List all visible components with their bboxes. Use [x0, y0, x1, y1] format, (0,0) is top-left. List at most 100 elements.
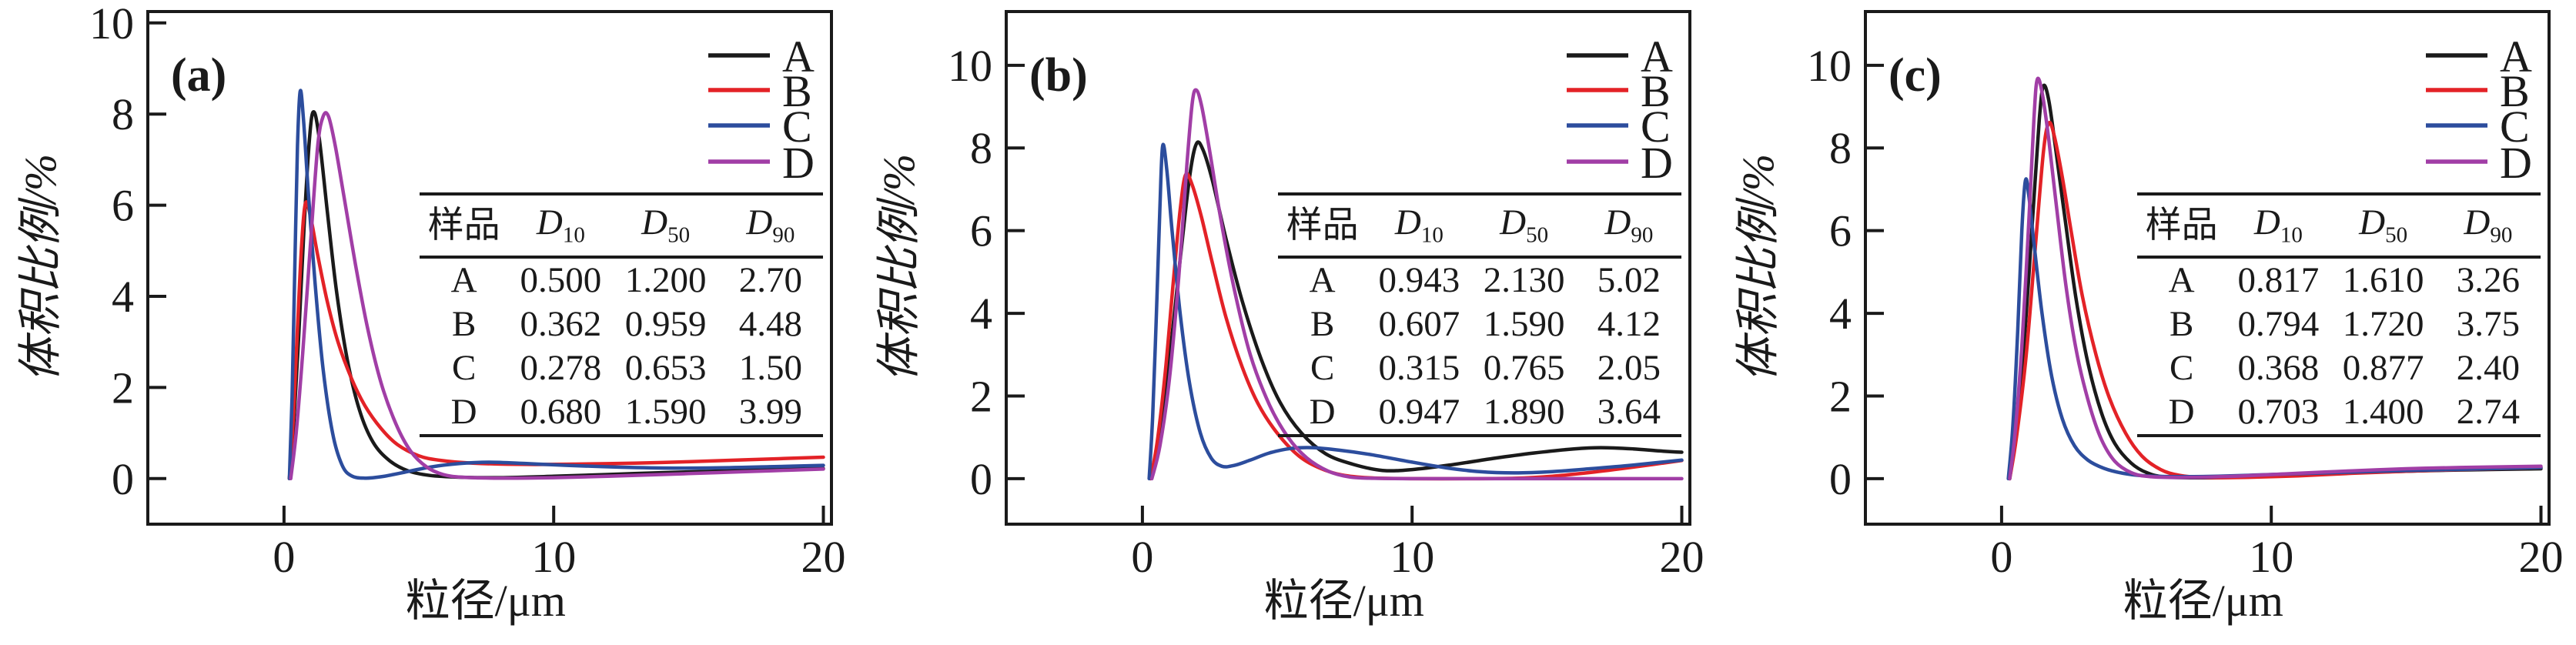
- inset-table-value-cell: 2.130: [1483, 260, 1565, 300]
- inset-table-header-cell: D10: [1394, 202, 1444, 248]
- y-tick-label: 4: [112, 272, 134, 322]
- inset-table-value-cell: 1.400: [2342, 392, 2424, 432]
- legend-label-C: C: [1641, 102, 1671, 152]
- inset-table-row: D 0.703 1.400 2.74: [2137, 390, 2541, 434]
- panel-label: (b): [1029, 49, 1088, 102]
- legend-label-B: B: [1641, 66, 1671, 116]
- chart-panel-c: 0 2 4 6 8 10 0 10 20 (c) 体积比例/% 粒径/μm A B C D 样品 D10 D50 D9…: [1718, 0, 2576, 645]
- inset-table-value-cell: 4.48: [738, 304, 802, 344]
- inset-table-header-cell: D90: [2464, 202, 2513, 248]
- y-tick-label: 4: [1829, 289, 1852, 339]
- y-tick-label: 4: [970, 289, 992, 339]
- inset-table-row: B 0.794 1.720 3.75: [2137, 302, 2541, 346]
- inset-table-value-cell: 0.607: [1378, 304, 1460, 344]
- inset-table-value-cell: 1.200: [624, 260, 707, 300]
- inset-table-row: A 0.500 1.200 2.70: [420, 259, 823, 302]
- inset-table-sample-cell: B: [451, 304, 477, 344]
- legend-label-A: A: [782, 32, 815, 82]
- legend-label-D: D: [782, 138, 815, 188]
- inset-table-value-cell: 0.362: [520, 304, 602, 344]
- legend-label-D: D: [2500, 138, 2532, 188]
- x-tick-label: 20: [2518, 532, 2563, 582]
- x-tick-label: 0: [1990, 532, 2012, 582]
- inset-table-value-cell: 0.817: [2237, 260, 2320, 300]
- inset-table-sample-cell: B: [1310, 304, 1335, 344]
- legend-label-C: C: [2500, 102, 2530, 152]
- inset-table: 样品 D10 D50 D90 A 0.943 2.130 5.02 B 0.607 1.590 4.1…: [1278, 192, 1681, 437]
- inset-table-header-cell: D50: [641, 202, 691, 248]
- inset-table-row: B 0.607 1.590 4.12: [1278, 302, 1681, 346]
- legend-label-A: A: [2500, 32, 2532, 82]
- inset-table-sample-cell: A: [450, 260, 477, 300]
- inset-table-value-cell: 0.959: [624, 304, 707, 344]
- y-tick-label: 2: [970, 372, 992, 422]
- axes-frame: [146, 10, 833, 526]
- inset-table-header-cell: D90: [1604, 202, 1654, 248]
- inset-table-value-cell: 0.653: [624, 348, 707, 388]
- y-tick-label: 0: [970, 454, 992, 504]
- y-tick-label: 0: [112, 454, 134, 504]
- inset-table-header-cell: D50: [2359, 202, 2408, 248]
- inset-table-sample-cell: A: [1309, 260, 1336, 300]
- series-line-D: [2008, 76, 2543, 481]
- inset-table-header-cell: 样品: [427, 205, 500, 246]
- y-axis-title: 体积比例/%: [1733, 154, 1783, 382]
- inset-table-value-cell: 0.278: [520, 348, 602, 388]
- inset-table-value-cell: 0.703: [2237, 392, 2320, 432]
- series-line-D: [289, 111, 825, 481]
- inset-table-row: B 0.362 0.959 4.48: [420, 302, 823, 346]
- axes-frame: [1864, 10, 2551, 526]
- inset-table-value-cell: 2.74: [2456, 392, 2520, 432]
- y-tick-label: 8: [112, 89, 134, 139]
- inset-table-sample-cell: C: [1310, 348, 1335, 388]
- inset-table-header-row: 样品 D10 D50 D90: [2137, 196, 2541, 259]
- y-tick-label: 8: [970, 123, 992, 173]
- panel-label: (a): [171, 49, 226, 102]
- inset-table-value-cell: 4.12: [1597, 304, 1661, 344]
- y-tick-label: 2: [112, 363, 134, 413]
- legend-label-A: A: [1641, 32, 1673, 82]
- inset-table-header-row: 样品 D10 D50 D90: [1278, 196, 1681, 259]
- inset-table-sample-cell: D: [450, 392, 477, 432]
- inset-table-sample-cell: B: [2169, 304, 2194, 344]
- inset-table-value-cell: 2.70: [738, 260, 802, 300]
- inset-table-row: D 0.947 1.890 3.64: [1278, 390, 1681, 434]
- inset-table-value-cell: 0.680: [520, 392, 602, 432]
- inset-table-value-cell: 3.26: [2456, 260, 2520, 300]
- series-line-C: [1147, 142, 1684, 481]
- inset-table-value-cell: 0.368: [2237, 348, 2320, 388]
- inset-table-value-cell: 1.50: [738, 348, 802, 388]
- inset-table-value-cell: 1.590: [1483, 304, 1565, 344]
- inset-table-sample-cell: A: [2168, 260, 2195, 300]
- y-tick-label: 8: [1829, 123, 1852, 173]
- inset-table-row: A 0.943 2.130 5.02: [1278, 259, 1681, 302]
- inset-table-sample-cell: C: [451, 348, 477, 388]
- inset-table-header-cell: D90: [746, 202, 795, 248]
- inset-table-value-cell: 0.943: [1378, 260, 1460, 300]
- inset-table-row: D 0.680 1.590 3.99: [420, 390, 823, 434]
- inset-table-value-cell: 2.05: [1597, 348, 1661, 388]
- x-tick-label: 10: [1390, 532, 1434, 582]
- y-tick-label: 10: [89, 0, 134, 48]
- inset-table: 样品 D10 D50 D90 A 0.500 1.200 2.70 B 0.362 0.959 4.4…: [420, 192, 823, 437]
- inset-table-value-cell: 3.99: [738, 392, 802, 432]
- legend-label-C: C: [782, 102, 812, 152]
- inset-table-value-cell: 1.610: [2342, 260, 2424, 300]
- inset-table-header-cell: 样品: [2145, 205, 2218, 246]
- x-tick-label: 10: [2249, 532, 2293, 582]
- legend-label-B: B: [782, 66, 812, 116]
- chart-panel-a: 0 2 4 6 8 10 0 10 20 (a) 体积比例/% 粒径/μm A B C D 样品 D10 D50 D9…: [0, 0, 858, 645]
- x-tick-label: 0: [1131, 532, 1153, 582]
- inset-table-value-cell: 3.75: [2456, 304, 2520, 344]
- legend-label-B: B: [2500, 66, 2530, 116]
- inset-table-value-cell: 3.64: [1597, 392, 1661, 432]
- x-tick-label: 20: [1659, 532, 1704, 582]
- x-tick-label: 20: [801, 532, 845, 582]
- series-line-B: [287, 200, 825, 481]
- inset-table: 样品 D10 D50 D90 A 0.817 1.610 3.26 B 0.794 1.720 3.7…: [2137, 192, 2541, 437]
- inset-table-value-cell: 1.590: [624, 392, 707, 432]
- y-tick-label: 2: [1829, 372, 1852, 422]
- y-axis-title: 体积比例/%: [15, 154, 65, 382]
